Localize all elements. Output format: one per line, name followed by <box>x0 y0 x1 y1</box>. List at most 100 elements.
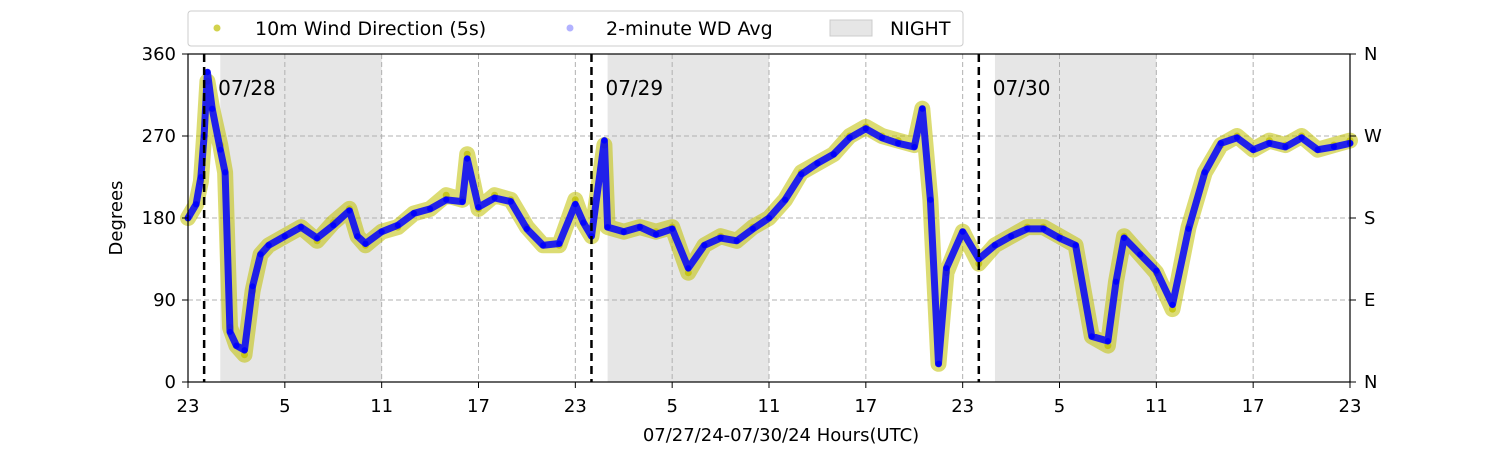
data-point <box>427 205 434 212</box>
data-point <box>911 143 918 150</box>
data-point <box>879 134 885 141</box>
data-point <box>464 155 471 162</box>
x-tick-label: 23 <box>177 396 200 417</box>
x-tick-label: 5 <box>1054 396 1065 417</box>
data-point <box>975 256 982 262</box>
x-tick-label: 23 <box>951 396 974 417</box>
data-point <box>1282 143 1289 150</box>
data-point <box>1008 233 1015 240</box>
data-point <box>1250 146 1257 153</box>
series-layer <box>180 68 1358 372</box>
data-point <box>1234 134 1240 141</box>
legend-label-night: NIGHT <box>890 18 951 40</box>
data-point <box>895 140 902 147</box>
series-1 <box>184 68 1354 368</box>
data-point <box>540 242 547 249</box>
data-point <box>222 169 229 176</box>
data-point <box>197 174 204 180</box>
y2-tick-label: S <box>1364 208 1375 229</box>
data-point <box>1024 225 1031 232</box>
data-point <box>846 134 853 141</box>
y-tick-label: 0 <box>165 372 176 393</box>
data-point <box>830 151 837 158</box>
x-tick-label: 17 <box>854 396 877 417</box>
x-tick-label: 11 <box>370 396 393 417</box>
data-point <box>862 125 869 132</box>
y-tick-label: 270 <box>142 126 176 147</box>
x-tick-label: 23 <box>564 396 587 417</box>
y2-tick-label: N <box>1364 372 1377 393</box>
data-point <box>1040 225 1047 232</box>
data-point <box>1072 242 1079 249</box>
day-marker-layer: 07/28 07/29 07/30 <box>202 54 1051 382</box>
data-point <box>1113 278 1119 285</box>
data-point <box>943 265 950 272</box>
data-point <box>1104 338 1111 344</box>
data-point <box>507 198 514 205</box>
y-tick-label: 180 <box>142 208 176 229</box>
data-point <box>927 196 934 203</box>
data-point <box>209 105 216 112</box>
x-tick-label: 23 <box>1339 396 1362 417</box>
data-point <box>636 224 643 231</box>
data-point <box>241 347 248 354</box>
day-marker-label: 07/29 <box>605 76 663 100</box>
legend-frame <box>187 10 964 47</box>
data-point <box>1185 225 1192 232</box>
data-point <box>298 224 304 231</box>
data-point <box>782 196 789 203</box>
legend-swatch-night <box>829 19 873 37</box>
data-point <box>991 242 998 249</box>
data-point <box>685 265 692 272</box>
data-point <box>556 240 563 247</box>
data-point <box>1217 140 1224 147</box>
data-point <box>394 222 401 229</box>
data-point <box>580 219 587 226</box>
data-point <box>1153 267 1160 274</box>
x-tick-label: 5 <box>666 396 677 417</box>
data-point <box>798 171 805 178</box>
x-tick-label: 5 <box>279 396 290 417</box>
y-axis-label: Degrees <box>106 181 127 256</box>
x-tick-label: 17 <box>467 396 490 417</box>
data-point <box>1121 235 1128 241</box>
data-point <box>653 231 659 238</box>
data-point <box>233 342 240 349</box>
y2-tick-label: E <box>1364 290 1375 311</box>
x-axis-label: 07/27/24-07/30/24 Hours(UTC) <box>643 425 919 446</box>
data-point <box>1298 134 1305 141</box>
data-point <box>378 228 385 235</box>
data-point <box>959 228 966 235</box>
data-point <box>701 242 708 249</box>
data-point <box>204 69 211 76</box>
legend: 10m Wind Direction (5s) 2-minute WD Avg … <box>187 10 964 47</box>
day-marker-label: 07/30 <box>993 76 1051 100</box>
data-point <box>935 360 942 367</box>
data-point <box>919 105 926 112</box>
data-point <box>669 225 676 232</box>
data-point <box>604 224 611 231</box>
data-point <box>217 146 224 153</box>
legend-label-wind-direction: 10m Wind Direction (5s) <box>255 18 486 40</box>
data-point <box>330 222 337 229</box>
data-point <box>227 328 233 335</box>
data-point <box>265 242 272 249</box>
data-point <box>362 240 369 247</box>
data-point <box>1266 140 1273 147</box>
data-point <box>410 210 417 217</box>
data-point <box>1314 146 1321 153</box>
data-point <box>1088 333 1095 340</box>
data-point <box>766 215 772 221</box>
data-point <box>249 283 256 290</box>
data-point <box>1056 235 1063 241</box>
legend-marker-wd-avg <box>566 24 574 32</box>
data-point <box>1169 301 1176 308</box>
data-point <box>523 225 530 232</box>
legend-marker-wind-direction <box>213 24 221 32</box>
data-point <box>814 160 821 167</box>
data-point <box>314 235 321 241</box>
data-point <box>572 201 579 208</box>
y2-tick-label: W <box>1364 126 1382 147</box>
data-point <box>1330 143 1337 150</box>
